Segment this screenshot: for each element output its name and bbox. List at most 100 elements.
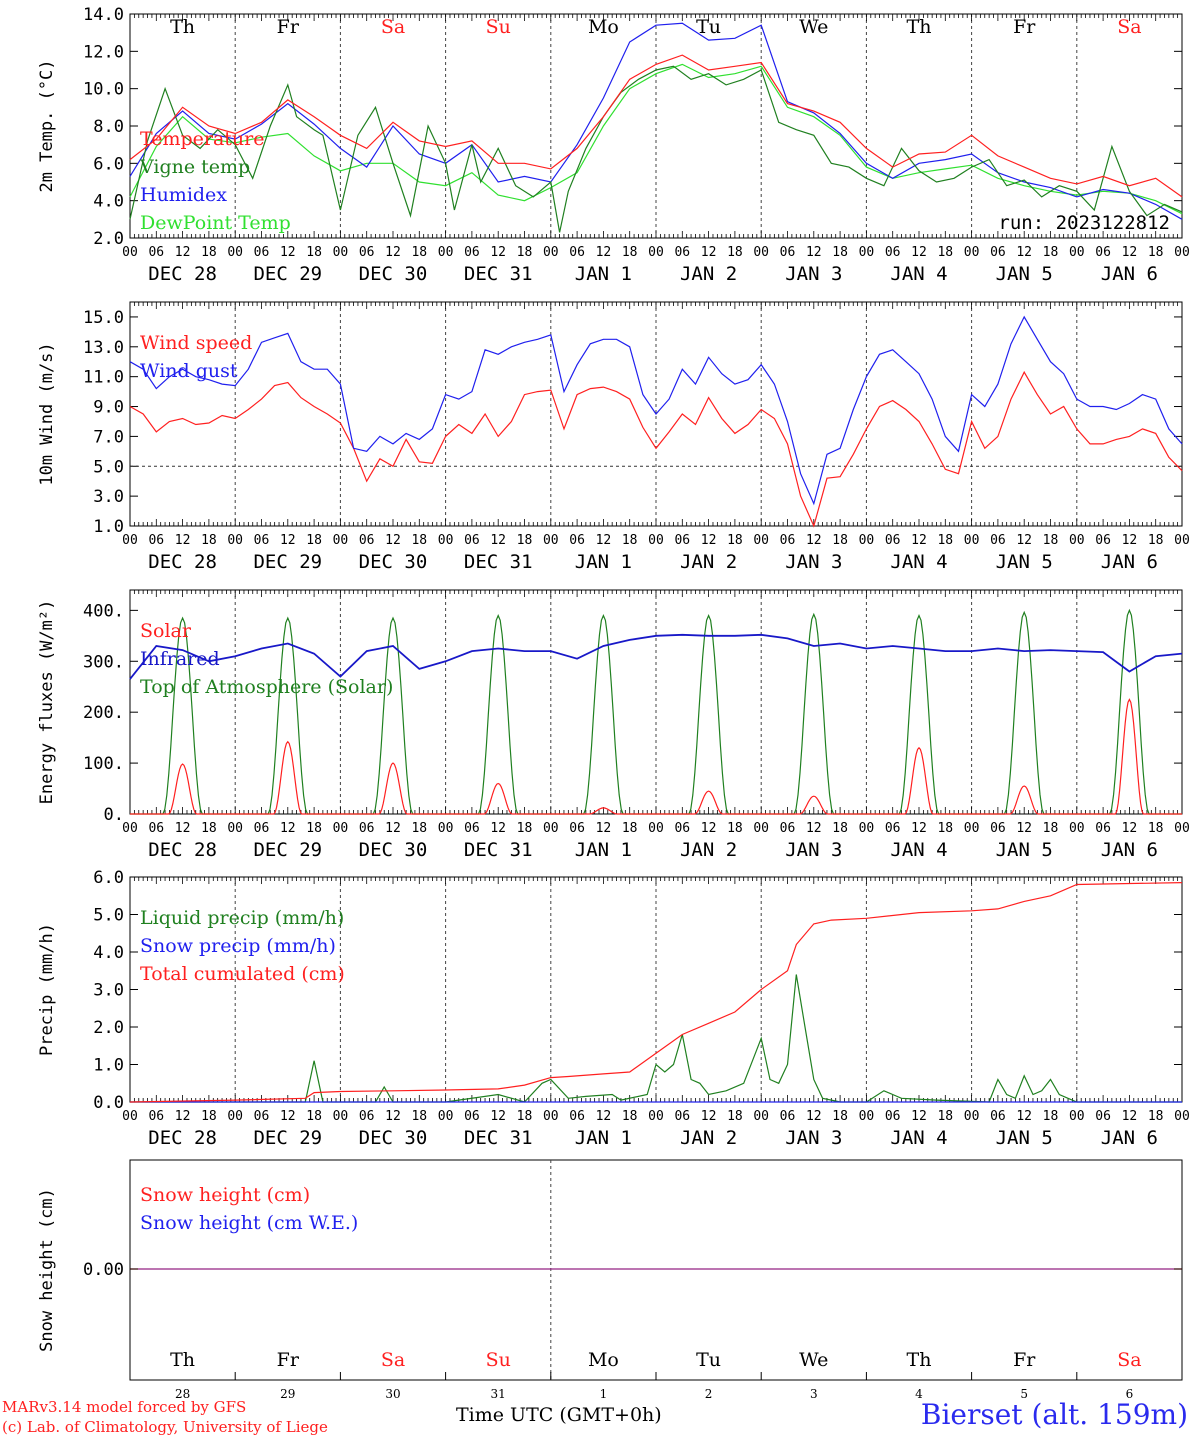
date-label: JAN 4: [890, 551, 947, 573]
y-tick-label: 13.0: [83, 338, 124, 358]
day-number-label: 29: [280, 1387, 295, 1401]
hour-tick-label: 12: [596, 533, 612, 548]
hour-tick-label: 00: [648, 533, 664, 548]
legend-entry: Humidex: [140, 184, 227, 206]
hour-tick-label: 18: [727, 533, 743, 548]
hour-tick-label: 18: [622, 821, 638, 836]
date-label: JAN 4: [890, 1127, 947, 1149]
hour-tick-label: 00: [227, 821, 243, 836]
legend-entry: Wind speed: [140, 332, 252, 354]
date-label: JAN 1: [575, 263, 632, 285]
date-label: DEC 30: [359, 839, 428, 861]
hour-tick-label: 06: [569, 821, 585, 836]
hour-tick-label: 12: [1122, 245, 1138, 260]
y-tick-label: 7.0: [93, 427, 124, 447]
hour-tick-label: 18: [1043, 821, 1059, 836]
date-label: JAN 3: [785, 839, 842, 861]
hour-tick-label: 12: [1016, 245, 1032, 260]
y-axis-label: 10m Wind (m/s): [37, 342, 57, 485]
hour-tick-label: 18: [201, 1109, 217, 1124]
hour-tick-label: 12: [1016, 821, 1032, 836]
y-tick-label: 12.0: [83, 42, 124, 62]
hour-tick-label: 18: [1043, 245, 1059, 260]
hour-tick-label: 06: [885, 821, 901, 836]
time-axis-label: Time UTC (GMT+0h): [456, 1404, 662, 1426]
day-name-label: Sa: [381, 1349, 405, 1371]
date-label: DEC 28: [148, 551, 217, 573]
day-name-label: Mo: [588, 16, 619, 38]
hour-tick-label: 06: [569, 245, 585, 260]
y-tick-label: 400.: [83, 601, 124, 621]
run-label: run: 2023122812: [998, 212, 1170, 234]
hour-tick-label: 06: [780, 533, 796, 548]
legend-entry: Liquid precip (mm/h): [140, 907, 344, 929]
day-number-label: 6: [1126, 1387, 1134, 1401]
date-label: JAN 5: [996, 839, 1053, 861]
hour-tick-label: 18: [832, 1109, 848, 1124]
date-label: JAN 2: [680, 551, 737, 573]
hour-tick-label: 00: [543, 245, 559, 260]
hour-tick-label: 06: [254, 245, 270, 260]
legend-entry: Snow height (cm W.E.): [140, 1212, 358, 1234]
date-label: JAN 3: [785, 263, 842, 285]
hour-tick-label: 18: [622, 533, 638, 548]
hour-tick-label: 18: [1148, 821, 1164, 836]
date-label: DEC 31: [464, 1127, 533, 1149]
y-axis-label: 2m Temp. (°C): [37, 59, 57, 192]
hour-tick-label: 12: [280, 1109, 296, 1124]
day-number-label: 31: [491, 1387, 506, 1401]
hour-tick-label: 00: [122, 245, 138, 260]
date-label: JAN 6: [1101, 263, 1158, 285]
hour-tick-label: 12: [911, 533, 927, 548]
hour-tick-label: 06: [464, 245, 480, 260]
hour-tick-label: 00: [122, 821, 138, 836]
hour-tick-label: 18: [306, 821, 322, 836]
hour-tick-label: 00: [122, 1109, 138, 1124]
hour-tick-label: 00: [1069, 245, 1085, 260]
y-tick-label: 300.: [83, 652, 124, 672]
date-label: JAN 3: [785, 1127, 842, 1149]
hour-tick-label: 18: [306, 245, 322, 260]
hour-tick-label: 06: [885, 1109, 901, 1124]
y-tick-label: 0.: [104, 805, 124, 825]
hour-tick-label: 06: [780, 1109, 796, 1124]
hour-tick-label: 12: [911, 245, 927, 260]
y-tick-label: 3.0: [93, 487, 124, 507]
date-label: JAN 1: [575, 839, 632, 861]
hour-tick-label: 12: [175, 1109, 191, 1124]
date-label: JAN 2: [680, 839, 737, 861]
y-tick-label: 6.0: [93, 868, 124, 888]
date-label: JAN 4: [890, 263, 947, 285]
hour-tick-label: 18: [201, 533, 217, 548]
date-label: DEC 31: [464, 839, 533, 861]
hour-tick-label: 12: [280, 821, 296, 836]
day-name-label: We: [799, 1349, 828, 1371]
hour-tick-label: 12: [806, 821, 822, 836]
hour-tick-label: 12: [596, 1109, 612, 1124]
hour-tick-label: 06: [359, 533, 375, 548]
day-name-label: Su: [486, 1349, 511, 1371]
date-label: DEC 30: [359, 263, 428, 285]
hour-tick-label: 18: [937, 245, 953, 260]
hour-tick-label: 18: [622, 245, 638, 260]
hour-tick-label: 12: [280, 533, 296, 548]
date-label: DEC 31: [464, 551, 533, 573]
y-tick-label: 14.0: [83, 5, 124, 25]
hour-tick-label: 18: [306, 1109, 322, 1124]
hour-tick-label: 18: [937, 1109, 953, 1124]
y-tick-label: 2.0: [93, 1018, 124, 1038]
hour-tick-label: 18: [411, 821, 427, 836]
day-name-label: Tu: [696, 1349, 721, 1371]
series-line-vigne-temp: [129, 65, 1183, 233]
hour-tick-label: 06: [990, 245, 1006, 260]
day-name-label: Th: [170, 1349, 195, 1371]
hour-tick-label: 12: [385, 821, 401, 836]
hour-tick-label: 12: [701, 821, 717, 836]
y-tick-label: 4.0: [93, 192, 124, 212]
y-tick-label: 9.0: [93, 398, 124, 418]
hour-tick-label: 12: [911, 821, 927, 836]
hour-tick-label: 00: [438, 533, 454, 548]
day-name-label: Fr: [277, 1349, 300, 1371]
day-name-label: Th: [907, 1349, 932, 1371]
hour-tick-label: 00: [753, 1109, 769, 1124]
